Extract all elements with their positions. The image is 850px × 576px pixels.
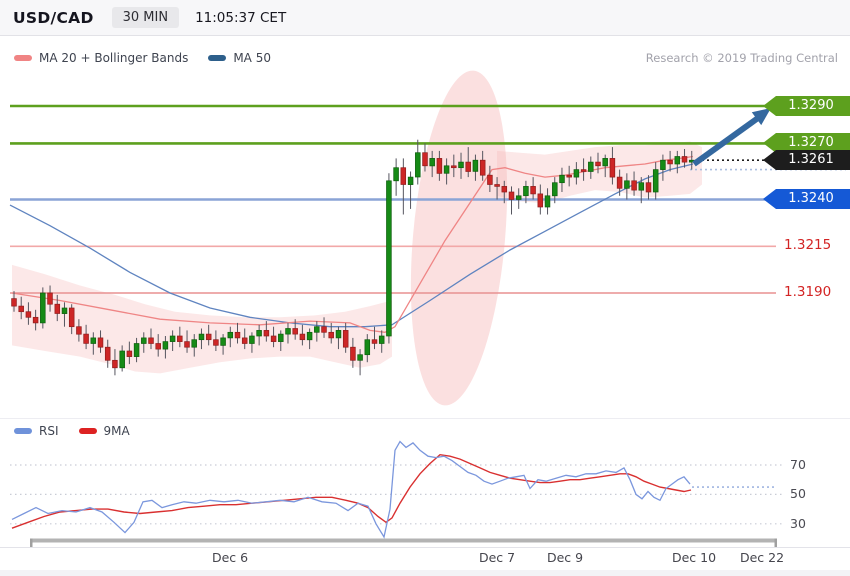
x-axis-tick-dec-6: Dec 6 <box>211 550 249 565</box>
rsi-line <box>11 440 691 539</box>
x-axis-tick-dec-9: Dec 9 <box>546 550 584 565</box>
price-label-resistance-13270: 1.3270 <box>763 133 850 153</box>
quote-time: 11:05:37 CET <box>195 9 287 26</box>
ma50-swatch-icon <box>208 55 227 61</box>
attribution-text: Research © 2019 Trading Central <box>645 51 838 65</box>
x-axis-tick-dec-22: Dec 22 <box>739 550 785 565</box>
rsi-ma9-label: 9MA <box>103 424 130 438</box>
symbol-title: USD/CAD <box>13 8 94 27</box>
price-label-resistance-13290: 1.3290 <box>763 96 850 116</box>
price-label-last-13261: 1.3261 <box>763 150 850 170</box>
rsi-axis-label-50: 50 <box>790 486 806 501</box>
price-label-pivot-13240: 1.3240 <box>763 189 850 209</box>
rsi-axis-label-70: 70 <box>790 457 806 472</box>
chart-range-scrollbar[interactable] <box>30 538 777 548</box>
rsi-ma9-swatch-icon <box>78 428 97 434</box>
bollinger-expansion-ellipse <box>410 70 508 406</box>
rsi-axis-label-30: 30 <box>790 516 806 531</box>
rsi-label: RSI <box>39 424 59 438</box>
bollinger-band-left <box>12 264 392 374</box>
price-label-support-13215: 1.3215 <box>784 237 832 253</box>
forecast-arrow-shaft <box>692 115 760 167</box>
timeframe-badge[interactable]: 30 MIN <box>111 7 180 28</box>
rsi-legend: RSI 9MA <box>14 424 130 438</box>
rsi-swatch-icon <box>14 428 32 434</box>
price-label-support-13190: 1.3190 <box>784 284 832 300</box>
chart-header: USD/CAD 30 MIN 11:05:37 CET <box>0 0 850 36</box>
bottom-strip <box>0 570 850 576</box>
ma50-label: MA 50 <box>233 51 271 65</box>
x-axis-tick-dec-10: Dec 10 <box>671 550 717 565</box>
x-axis-tick-dec-7: Dec 7 <box>478 550 516 565</box>
ma20-bollinger-label: MA 20 + Bollinger Bands <box>39 51 189 65</box>
ma50-line <box>9 163 694 328</box>
ma20-line <box>11 155 694 333</box>
rsi-ma9-line <box>11 453 692 529</box>
candlestick-series <box>11 139 695 376</box>
ma20-bollinger-swatch-icon <box>14 55 32 61</box>
forecast-arrow-head-icon <box>751 108 771 126</box>
main-legend: MA 20 + Bollinger Bands MA 50 <box>14 51 271 65</box>
